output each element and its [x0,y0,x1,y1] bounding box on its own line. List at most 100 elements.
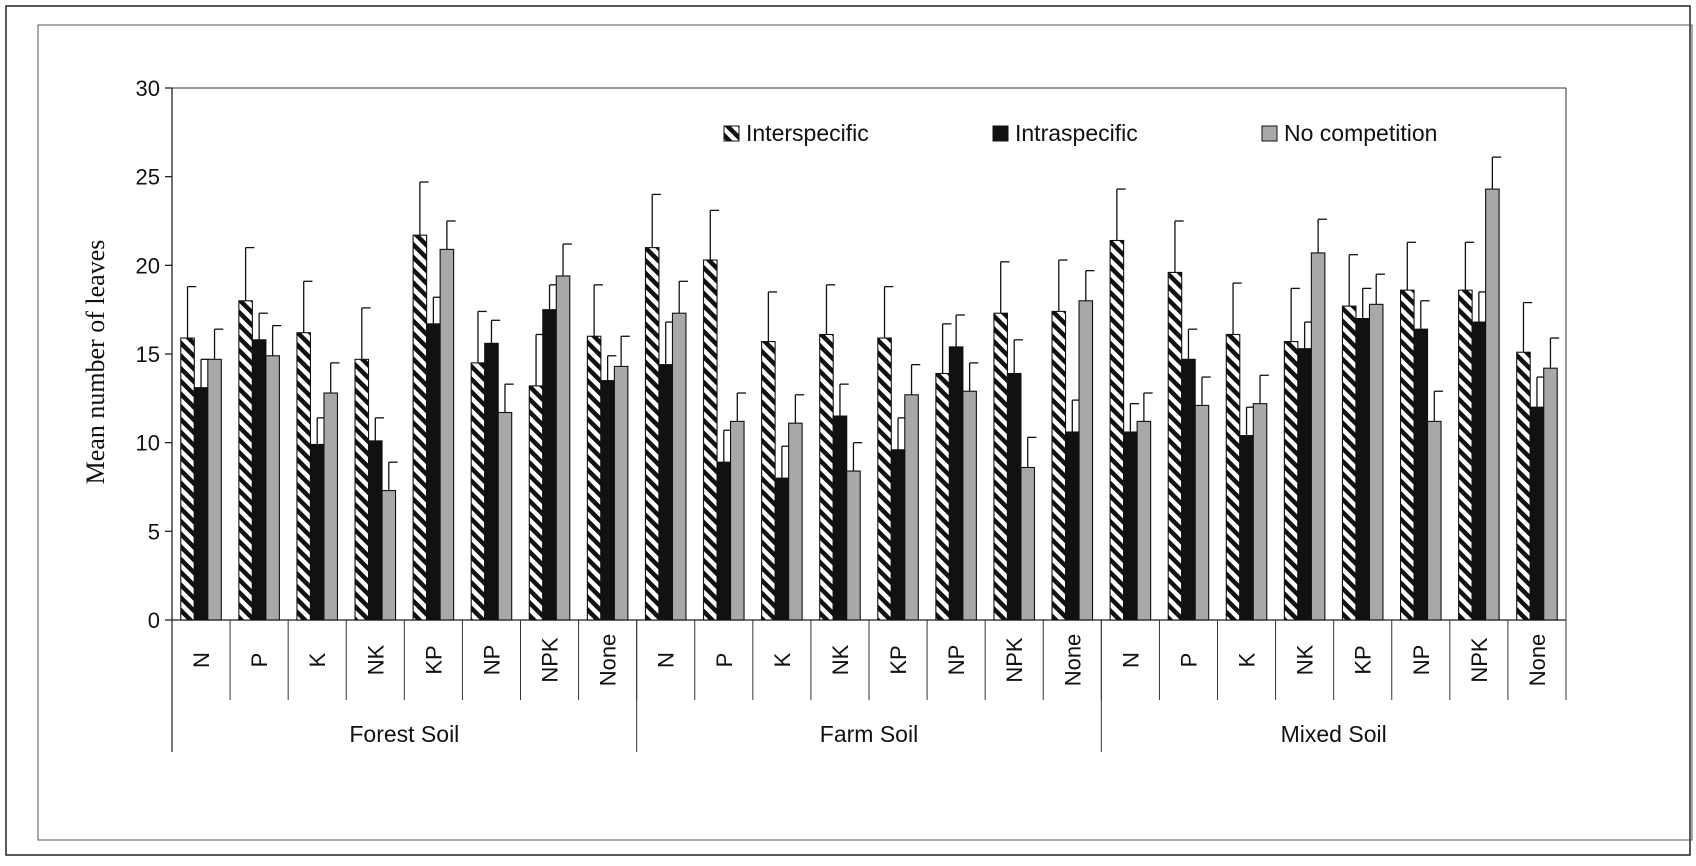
category-label: N [654,652,679,668]
bar-no-competition [1020,466,1036,621]
bar-no-competition [1078,300,1094,621]
legend-label: Intraspecific [1015,120,1138,146]
y-tick-label: 15 [136,342,160,367]
group-label: Farm Soil [820,721,918,747]
bar-interspecific [180,337,195,621]
bar-intraspecific [774,477,790,621]
bar-no-competition [671,312,687,621]
bar-intraspecific [600,380,615,621]
bar-intraspecific [832,415,848,621]
bar-intraspecific [716,461,732,621]
bar-interspecific [296,332,312,621]
bar-interspecific [238,300,253,621]
bar-interspecific [819,333,834,621]
bar-intraspecific [890,449,906,621]
bar-interspecific [1109,239,1125,621]
bar-intraspecific [193,387,209,621]
y-tick-label: 5 [148,519,160,544]
bar-intraspecific [309,443,325,621]
category-label: N [189,652,214,668]
category-label: K [1235,652,1260,667]
category-label: P [712,653,737,668]
category-label: NPK [538,637,563,683]
category-label: NK [363,644,388,675]
bar-interspecific [1283,341,1299,621]
bar-no-competition [323,392,339,621]
bar-interspecific [644,247,660,621]
bar-no-competition [439,248,455,621]
bar-interspecific [1516,351,1531,621]
category-label: NPK [1002,637,1027,683]
bar-interspecific [993,312,1009,621]
bar-intraspecific [948,346,964,621]
y-axis-label: Mean number of leaves [81,240,110,485]
bar-no-competition [1485,188,1500,621]
bar-intraspecific [1529,406,1545,621]
bar-intraspecific [367,440,383,621]
bar-interspecific [354,358,370,621]
bar-intraspecific [658,364,674,621]
bar-intraspecific [542,309,557,621]
category-label: K [770,652,795,667]
bar-interspecific [412,234,428,621]
bar-intraspecific [1239,435,1254,621]
bar-no-competition [613,365,629,621]
bar-intraspecific [1297,348,1312,621]
bar-no-competition [729,420,745,621]
group-label: Mixed Soil [1281,721,1387,747]
category-label: NP [944,645,969,676]
bar-no-competition [207,358,222,621]
legend-label: No competition [1284,120,1437,146]
y-tick-label: 10 [136,431,160,456]
bar-no-competition [381,489,397,621]
legend-swatch-no-competition [1261,125,1278,142]
bar-no-competition [1252,403,1268,621]
category-label: NK [828,644,853,675]
group-label: Forest Soil [349,721,459,747]
bar-intraspecific [1355,317,1371,621]
category-label: None [596,634,621,687]
bar-interspecific [877,337,892,621]
bar-intraspecific [1123,431,1138,621]
bar-interspecific [1225,333,1241,621]
category-label: NP [1409,645,1434,676]
outer-frame [5,5,1691,856]
legend-swatch-intraspecific [992,125,1009,142]
bar-intraspecific [1413,328,1429,621]
bar-interspecific [1167,271,1183,621]
y-tick-label: 20 [136,253,160,278]
bar-interspecific [1341,305,1357,621]
category-label: None [1060,634,1085,687]
bar-interspecific [470,362,486,621]
category-label: KP [886,645,911,674]
category-label: P [1176,653,1201,668]
category-label: KP [421,645,446,674]
bar-no-competition [904,394,919,621]
category-label: NPK [1467,637,1492,683]
category-label: K [305,652,330,667]
y-tick-label: 0 [148,608,160,633]
bar-no-competition [962,390,977,621]
bar-no-competition [497,411,513,621]
inner-frame [37,24,1693,841]
bar-no-competition [1310,252,1326,621]
bar-intraspecific [484,342,499,621]
legend-swatch-interspecific [723,125,740,142]
bar-no-competition [265,355,280,621]
bar-intraspecific [251,339,267,621]
bar-interspecific [1051,310,1067,621]
bar-no-competition [1543,367,1558,621]
bar-interspecific [586,335,602,621]
bar-interspecific [702,259,718,621]
bar-interspecific [935,372,950,621]
y-tick-label: 25 [136,165,160,190]
bar-no-competition [1194,404,1210,621]
category-label: P [247,653,272,668]
category-label: KP [1351,645,1376,674]
legend-label: Interspecific [746,120,869,146]
category-label: None [1525,634,1550,687]
bar-no-competition [1136,420,1152,621]
bar-no-competition [846,470,861,621]
bar-interspecific [1458,289,1473,621]
